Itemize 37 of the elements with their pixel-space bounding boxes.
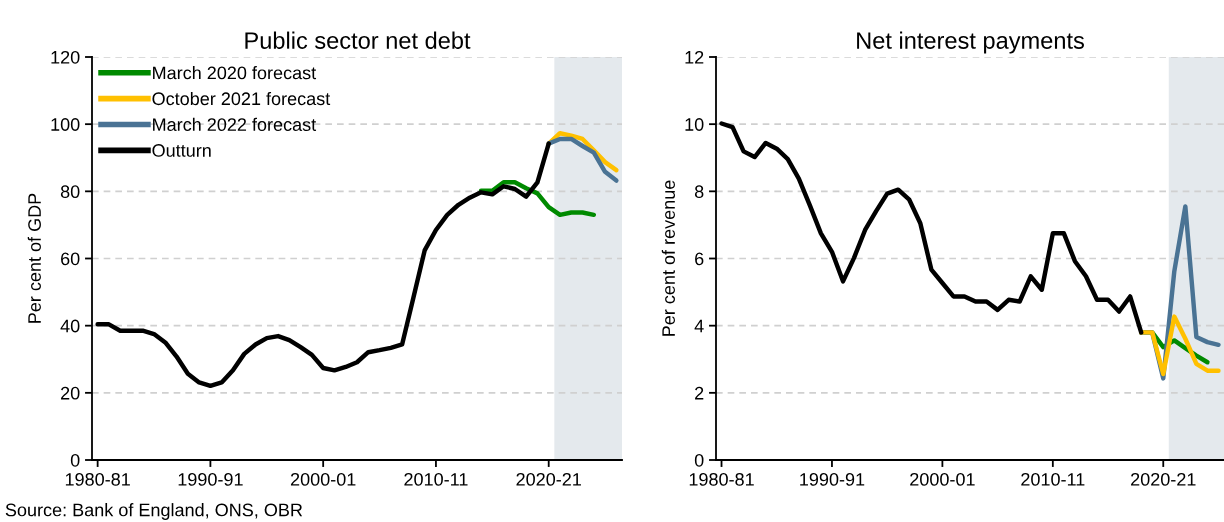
legend-label: Outturn [152, 144, 211, 157]
x-tick-label: 2010-11 [1021, 472, 1085, 486]
x-tick-label: 2000-01 [910, 472, 975, 486]
legend-label: October 2021 forecast [152, 91, 331, 106]
x-tick-label: 2020-21 [1131, 472, 1196, 486]
x-tick-label: 2000-01 [290, 472, 356, 486]
y-tick-label: 0 [70, 453, 80, 467]
line-series [478, 180, 597, 218]
y-tick-label: 100 [51, 118, 80, 131]
y-tick-label: 10 [685, 118, 704, 131]
line-series [719, 121, 1144, 335]
legend-label: March 2022 forecast [153, 117, 317, 132]
x-tick-label: 1990-91 [800, 472, 865, 486]
chart-title: Public sector net debt [245, 31, 471, 49]
y-axis-title: Per cent of GDP [27, 193, 41, 323]
y-tick-label: 120 [51, 50, 80, 64]
y-tick-label: 12 [685, 50, 704, 64]
x-tick-label: 2010-11 [404, 472, 468, 486]
y-tick-label: 2 [695, 386, 704, 400]
chart-title: Net interest payments [857, 31, 1084, 54]
x-tick-label: 2020-21 [516, 472, 581, 486]
source-note: Source: Bank of England, ONS, OBR [5, 503, 303, 520]
legend-label: March 2020 forecast [153, 66, 317, 80]
line-series [546, 136, 619, 183]
y-tick-label: 60 [61, 252, 80, 266]
x-tick-label: 1980-81 [65, 472, 130, 486]
y-axis-title: Per cent of revenue [661, 180, 675, 336]
x-tick-label: 1990-91 [178, 472, 243, 486]
y-tick-label: 4 [694, 319, 704, 333]
x-tick-label: 1980-81 [689, 472, 754, 486]
y-tick-label: 0 [694, 453, 704, 467]
y-tick-label: 40 [60, 319, 80, 333]
y-tick-label: 20 [61, 386, 80, 400]
y-tick-label: 8 [694, 185, 704, 199]
y-tick-label: 80 [60, 185, 80, 199]
y-tick-label: 6 [695, 252, 704, 266]
line-series [95, 141, 551, 388]
